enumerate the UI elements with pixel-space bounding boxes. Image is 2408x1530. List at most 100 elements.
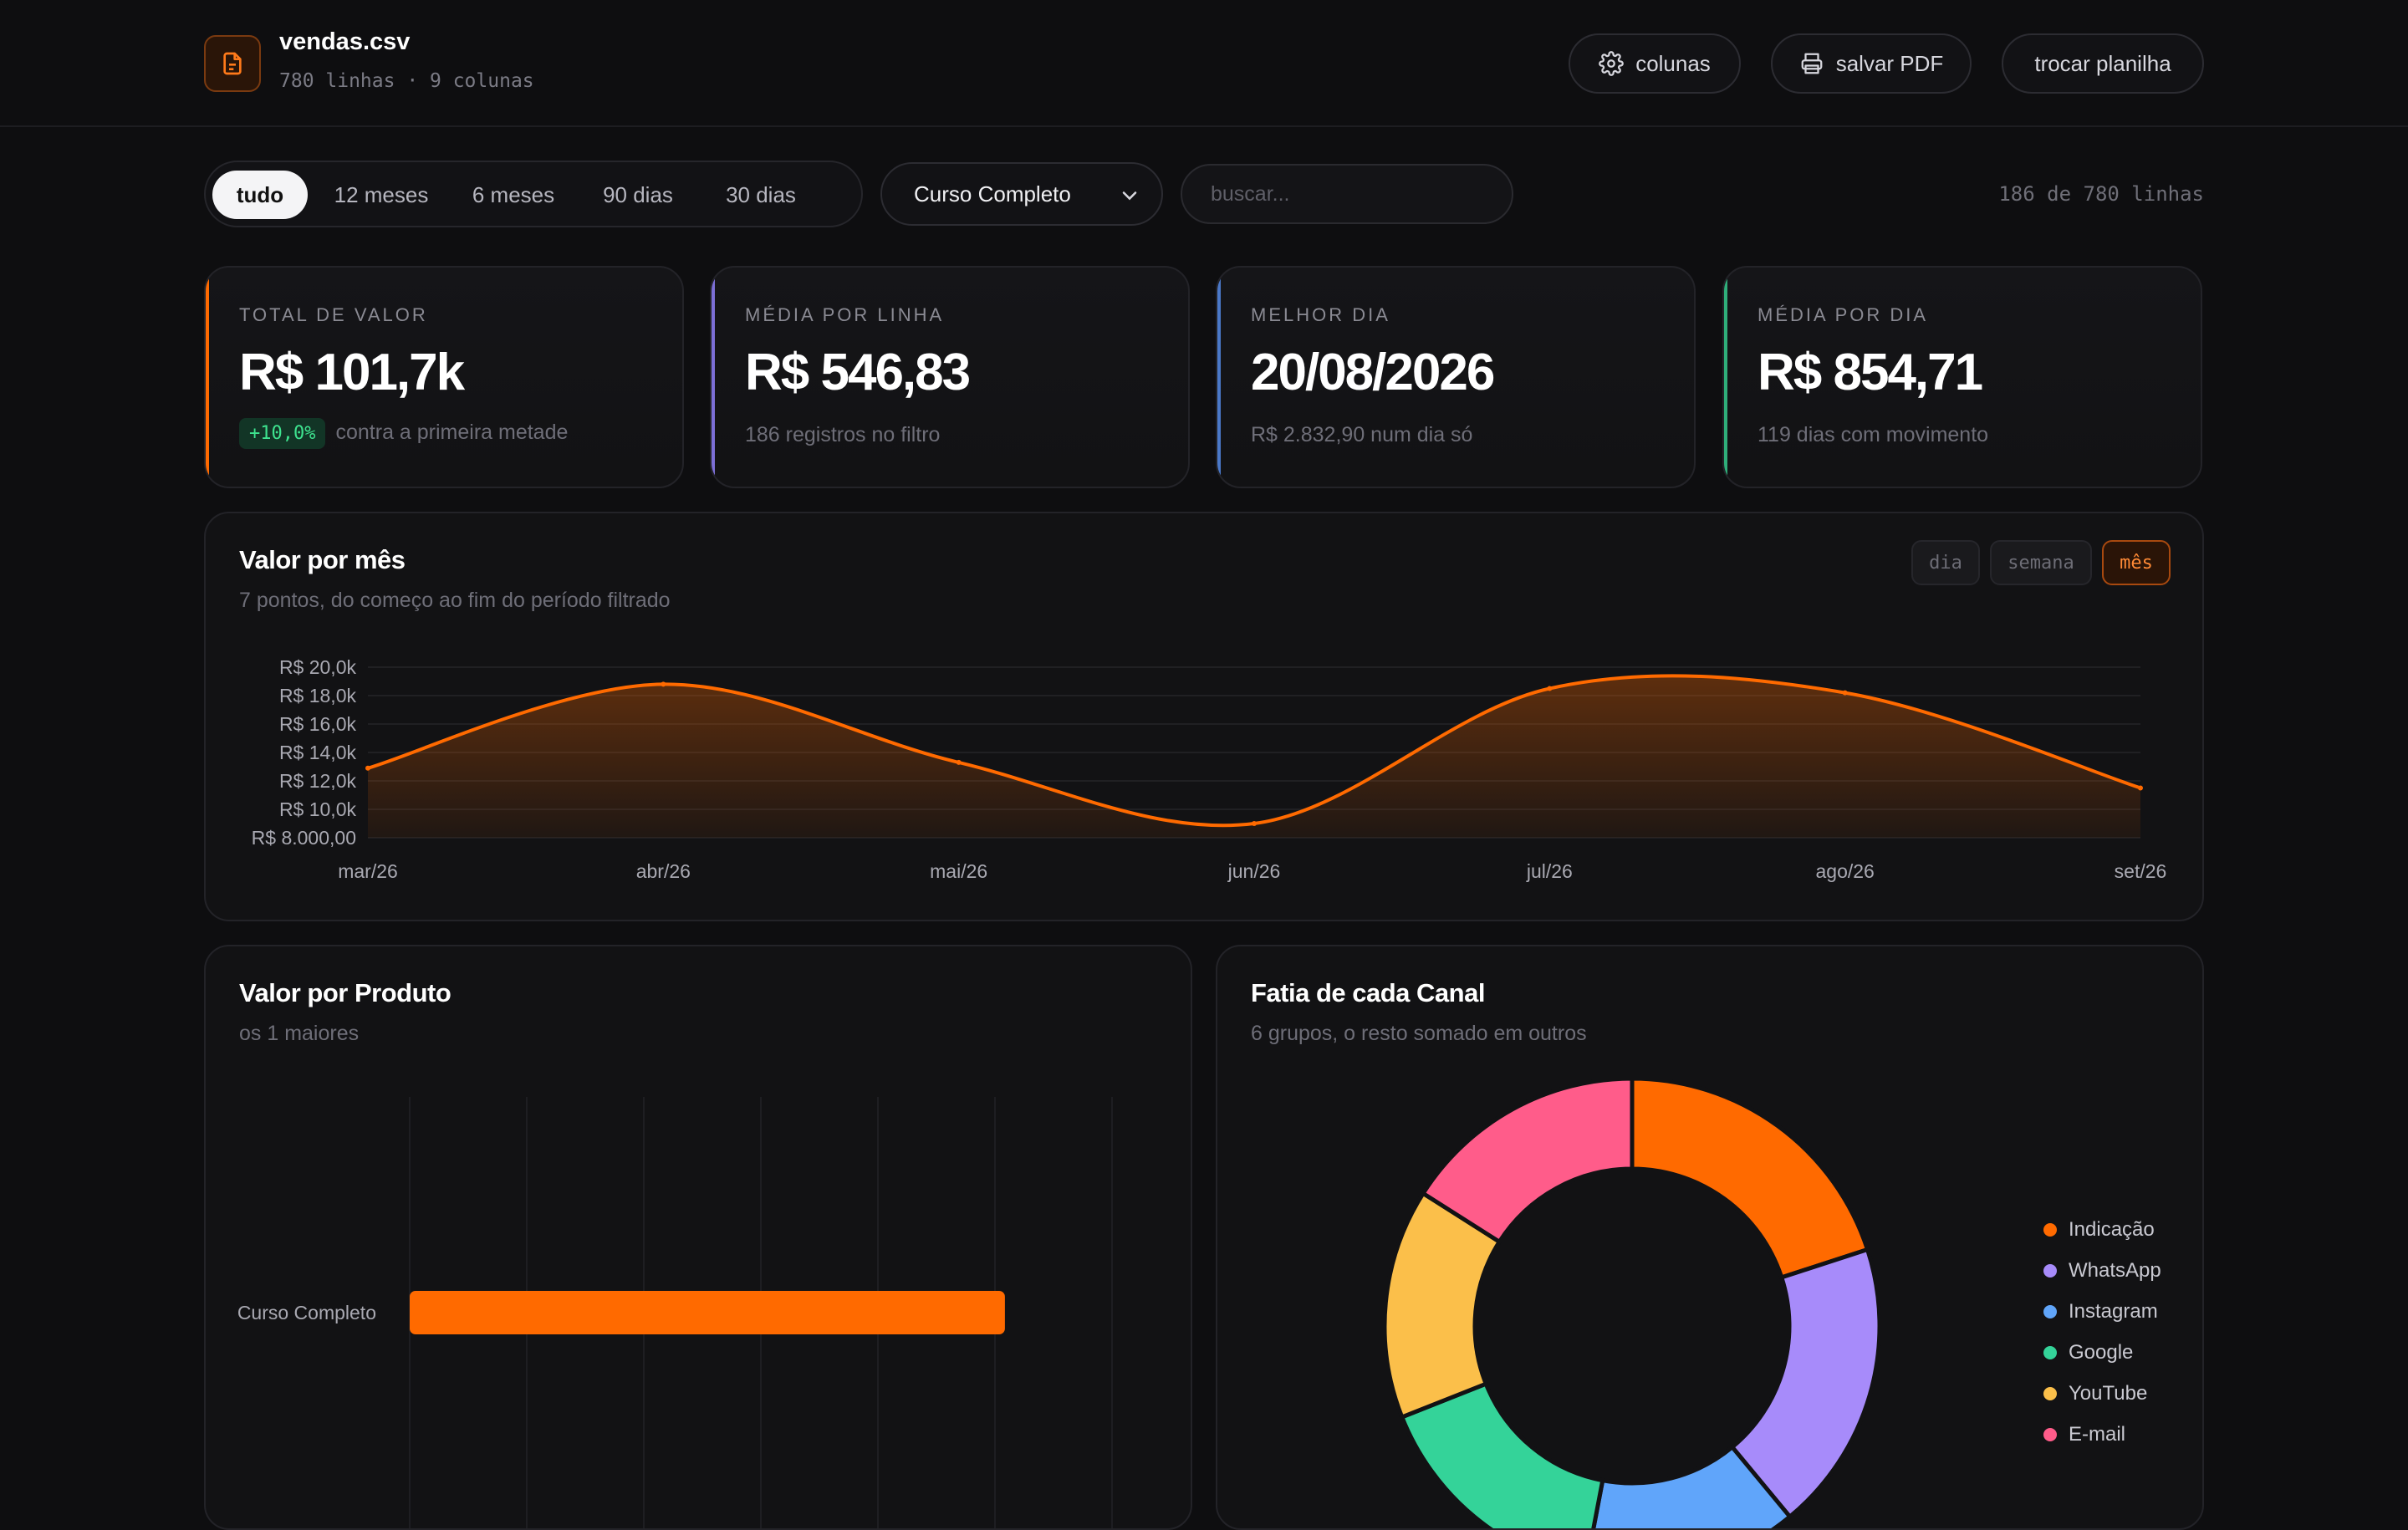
kpi-label: TOTAL DE VALOR bbox=[239, 304, 428, 325]
x-tick-label: jun/26 bbox=[1227, 860, 1281, 882]
kpi-sub: 119 dias com movimento bbox=[1758, 423, 1989, 446]
panel-subtitle: os 1 maiores bbox=[239, 1022, 360, 1045]
kpi-value: R$ 854,71 bbox=[1758, 344, 1983, 401]
product-select-value: Curso Completo bbox=[914, 181, 1071, 207]
x-tick-label: mar/26 bbox=[338, 860, 398, 882]
legend-label: Instagram bbox=[2069, 1299, 2158, 1323]
kpi-label: MELHOR DIA bbox=[1251, 304, 1390, 325]
y-tick-label: R$ 20,0k bbox=[279, 656, 357, 678]
legend-dot bbox=[2043, 1386, 2057, 1400]
y-tick-label: R$ 18,0k bbox=[279, 685, 357, 706]
kpi-accent bbox=[712, 268, 715, 487]
data-point bbox=[1547, 686, 1553, 691]
panel-subtitle: 6 grupos, o resto somado em outros bbox=[1251, 1022, 1587, 1045]
gear-icon bbox=[1599, 51, 1625, 76]
legend-label: YouTube bbox=[2069, 1381, 2148, 1405]
y-tick-label: R$ 14,0k bbox=[279, 742, 357, 763]
y-tick-label: R$ 8.000,00 bbox=[252, 827, 356, 849]
kpi-best-day: MELHOR DIA 20/08/2026 R$ 2.832,90 num di… bbox=[1216, 266, 1696, 488]
product-select[interactable]: Curso Completo bbox=[880, 162, 1163, 226]
donut-slice bbox=[1630, 1076, 1870, 1281]
kpi-label: MÉDIA POR DIA bbox=[1758, 304, 1929, 325]
monthly-chart-panel: Valor por mês 7 pontos, do começo ao fim… bbox=[204, 512, 2204, 921]
x-tick-label: abr/26 bbox=[636, 860, 691, 882]
granularity-semana[interactable]: semana bbox=[1990, 540, 2092, 585]
file-name: vendas.csv bbox=[279, 28, 411, 55]
kpi-accent bbox=[206, 268, 209, 487]
data-point bbox=[956, 759, 962, 765]
y-tick-label: R$ 10,0k bbox=[279, 798, 357, 820]
period-segmented-control: tudo 12 meses 6 meses 90 dias 30 dias bbox=[204, 161, 863, 227]
legend-dot bbox=[2043, 1263, 2057, 1278]
granularity-dia[interactable]: dia bbox=[1911, 540, 1980, 585]
legend-dot bbox=[2043, 1222, 2057, 1237]
columns-button[interactable]: colunas bbox=[1569, 33, 1741, 94]
kpi-value: R$ 546,83 bbox=[745, 344, 971, 401]
monthly-area-chart: R$ 8.000,00 R$ 10,0k R$ 12,0k R$ 14,0k R$ 16… bbox=[252, 656, 2167, 882]
printer-icon bbox=[1801, 53, 1823, 74]
period-tudo[interactable]: tudo bbox=[212, 171, 308, 219]
panel-subtitle: 7 pontos, do começo ao fim do período fi… bbox=[239, 589, 671, 612]
product-bar-panel: Valor por Produto os 1 maiores Curso Com… bbox=[204, 945, 1192, 1530]
kpi-accent bbox=[1724, 268, 1727, 487]
switch-sheet-label: trocar planilha bbox=[2034, 50, 2171, 76]
legend-item: Google bbox=[2043, 1332, 2161, 1373]
kpi-value: 20/08/2026 bbox=[1251, 344, 1495, 401]
save-pdf-label: salvar PDF bbox=[1835, 50, 1944, 76]
period-30-dias[interactable]: 30 dias bbox=[726, 181, 796, 207]
period-12-meses[interactable]: 12 meses bbox=[334, 181, 429, 207]
period-90-dias[interactable]: 90 dias bbox=[603, 181, 673, 207]
kpi-sub-row: +10,0% contra a primeira metade bbox=[239, 418, 568, 449]
kpi-average-per-day: MÉDIA POR DIA R$ 854,71 119 dias com mov… bbox=[1722, 266, 2202, 488]
legend-item: Instagram bbox=[2043, 1291, 2161, 1332]
legend-label: E-mail bbox=[2069, 1422, 2126, 1446]
x-tick-label: mai/26 bbox=[930, 860, 987, 882]
product-bar-chart: Curso Completo bbox=[237, 1097, 1113, 1528]
legend-dot bbox=[2043, 1427, 2057, 1441]
x-tick-label: set/26 bbox=[2115, 860, 2167, 882]
legend-dot bbox=[2043, 1304, 2057, 1318]
bar-category-label: Curso Completo bbox=[237, 1302, 376, 1323]
legend-label: Google bbox=[2069, 1340, 2134, 1364]
change-badge: +10,0% bbox=[239, 418, 326, 449]
channel-donut-panel: Fatia de cada Canal 6 grupos, o resto so… bbox=[1216, 945, 2204, 1530]
file-meta: 780 linhas · 9 colunas bbox=[279, 70, 534, 92]
x-tick-label: jul/26 bbox=[1526, 860, 1573, 882]
panel-title: Valor por Produto bbox=[239, 978, 452, 1007]
legend-label: Indicação bbox=[2069, 1217, 2155, 1241]
panel-title: Valor por mês bbox=[239, 545, 406, 574]
save-pdf-button[interactable]: salvar PDF bbox=[1771, 33, 1972, 94]
donut-slice bbox=[1420, 1076, 1635, 1245]
granularity-mes[interactable]: mês bbox=[2102, 540, 2171, 585]
data-point bbox=[2138, 785, 2143, 791]
legend-item: WhatsApp bbox=[2043, 1250, 2161, 1291]
kpi-accent bbox=[1217, 268, 1221, 487]
area-fill bbox=[368, 676, 2140, 838]
top-bar: vendas.csv 780 linhas · 9 colunas coluna… bbox=[0, 0, 2408, 127]
kpi-sub: contra a primeira metade bbox=[335, 421, 569, 444]
x-tick-label: ago/26 bbox=[1815, 860, 1874, 882]
search-input[interactable] bbox=[1181, 164, 1513, 224]
data-point bbox=[661, 681, 666, 687]
legend-label: WhatsApp bbox=[2069, 1258, 2161, 1282]
period-6-meses[interactable]: 6 meses bbox=[472, 181, 555, 207]
panel-title: Fatia de cada Canal bbox=[1251, 978, 1485, 1007]
kpi-label: MÉDIA POR LINHA bbox=[745, 304, 945, 325]
legend-item: Indicação bbox=[2043, 1209, 2161, 1250]
kpi-sub: R$ 2.832,90 num dia só bbox=[1251, 423, 1473, 446]
file-icon bbox=[204, 35, 261, 92]
y-tick-label: R$ 12,0k bbox=[279, 770, 357, 792]
y-tick-label: R$ 16,0k bbox=[279, 713, 357, 735]
channel-legend: Indicação WhatsApp Instagram Google YouTube E… bbox=[2043, 1209, 2161, 1455]
legend-dot bbox=[2043, 1345, 2057, 1359]
legend-item: E-mail bbox=[2043, 1414, 2161, 1455]
switch-sheet-button[interactable]: trocar planilha bbox=[2002, 33, 2204, 94]
data-point bbox=[1252, 821, 1257, 826]
row-count: 186 de 780 linhas bbox=[1998, 182, 2204, 206]
kpi-value: R$ 101,7k bbox=[239, 344, 465, 401]
channel-donut-chart bbox=[1382, 1076, 1882, 1528]
kpi-total-value: TOTAL DE VALOR R$ 101,7k +10,0% contra a … bbox=[204, 266, 684, 488]
data-point bbox=[1842, 690, 1848, 696]
bar bbox=[410, 1291, 1005, 1334]
data-point bbox=[365, 765, 370, 771]
